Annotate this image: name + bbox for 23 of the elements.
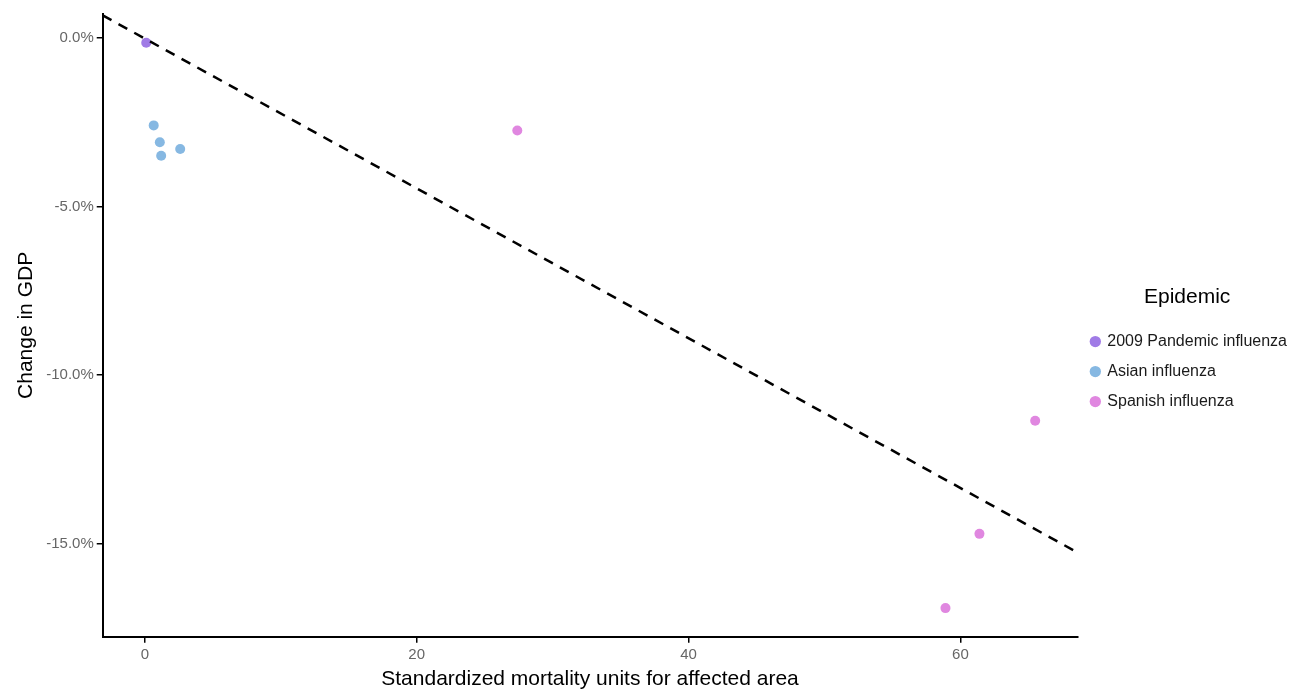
legend-label: Spanish influenza	[1107, 392, 1234, 410]
point	[141, 37, 152, 48]
point	[154, 137, 165, 148]
point	[175, 144, 186, 155]
y-tick-label: 0.0%	[59, 27, 94, 45]
y-tick-label: -10.0%	[46, 365, 94, 383]
point	[940, 603, 951, 614]
y-tick-label: -5.0%	[54, 196, 94, 214]
point	[148, 120, 159, 131]
x-tick-label: 60	[952, 644, 969, 662]
point	[974, 528, 985, 539]
y-tick-label: -15.0%	[46, 534, 94, 552]
x-tick-label: 40	[680, 644, 697, 662]
y-axis-title: Change in GDP	[13, 251, 37, 399]
legend-title: Epidemic	[1143, 283, 1231, 307]
point	[156, 150, 167, 161]
point	[512, 125, 523, 136]
x-axis-title: Standardized mortality units for affected area	[381, 666, 800, 690]
x-tick-label: 0	[140, 644, 150, 662]
x-tick-label: 20	[408, 644, 426, 662]
legend-label: 2009 Pandemic influenza	[1107, 332, 1288, 350]
point	[1030, 415, 1041, 426]
legend-label: Asian influenza	[1107, 362, 1216, 380]
